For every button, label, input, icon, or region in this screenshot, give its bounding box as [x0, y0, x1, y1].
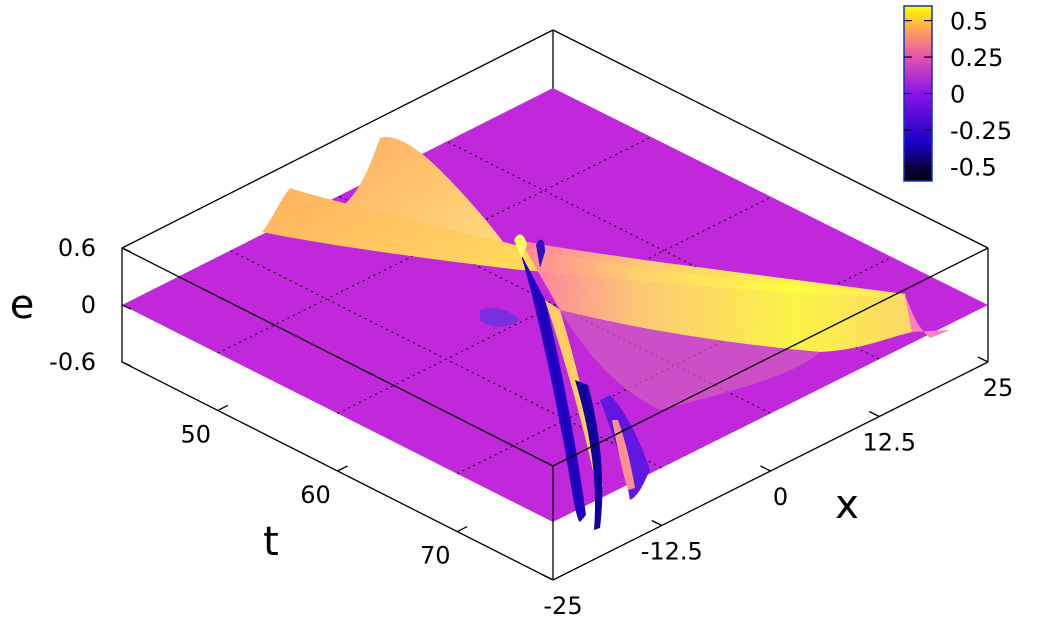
- z-axis-ticks: 0.6 0 -0.6: [49, 234, 132, 376]
- t-tick-mark: [337, 465, 348, 472]
- z-tick-label: -0.6: [49, 348, 96, 376]
- x-axis-ticks: -25 -12.5 0 12.5 25: [542, 356, 1014, 620]
- colorbar-tick-label: 0.5: [950, 8, 988, 36]
- collision-tail: [480, 234, 650, 530]
- colorbar-ticks: 0.5 0.25 0 -0.25 -0.5: [904, 8, 1012, 181]
- colorbar-tick-label: 0.25: [950, 44, 1003, 72]
- soliton-a: [262, 188, 905, 298]
- x-tick-label: 0: [773, 483, 788, 511]
- t-tick-label: 50: [181, 420, 212, 448]
- x-tick-mark: [651, 519, 663, 527]
- z-tick-mark: [121, 247, 132, 253]
- z-tick-mark: [121, 304, 132, 310]
- x-tick-mark: [977, 356, 989, 363]
- colorbar: 0.5 0.25 0 -0.25 -0.5: [903, 5, 1012, 182]
- x-tick-mark: [542, 574, 554, 581]
- t-axis-ticks: 50 60 70: [181, 404, 468, 570]
- x-tick-label: 25: [983, 374, 1014, 402]
- t-tick-mark: [217, 404, 229, 412]
- x-tick-label: -25: [543, 592, 582, 620]
- z-tick-mark: [121, 361, 132, 367]
- t-axis-title: t: [263, 519, 279, 565]
- x-tick-label: -12.5: [641, 538, 703, 566]
- colorbar-tick-label: -0.5: [950, 153, 997, 181]
- z-tick-label: 0.6: [58, 234, 96, 262]
- t-tick-label: 70: [420, 542, 451, 570]
- colorbar-tick-label: -0.25: [950, 117, 1012, 145]
- x-tick-mark: [868, 410, 880, 418]
- t-tick-label: 60: [300, 481, 331, 509]
- x-tick-label: 12.5: [863, 429, 916, 457]
- x-axis-title: x: [835, 482, 859, 528]
- z-axis-title: e: [10, 282, 35, 328]
- t-tick-mark: [456, 525, 468, 533]
- z-tick-label: 0: [81, 291, 96, 319]
- x-tick-mark: [760, 465, 771, 472]
- outgoing-front: [520, 240, 950, 410]
- colorbar-tick-label: 0: [950, 81, 965, 109]
